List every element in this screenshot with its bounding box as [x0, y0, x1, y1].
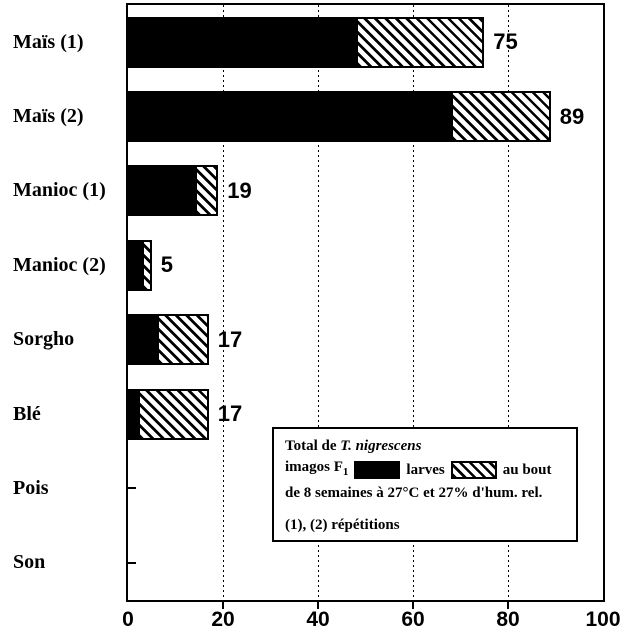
x-axis-tick-60 — [412, 602, 414, 609]
category-label-7: Son — [13, 551, 46, 574]
larves-legend-swatch — [450, 461, 497, 479]
category-label-4: Sorgho — [13, 328, 75, 351]
bar-segment-imagos-3 — [128, 239, 143, 291]
bar-value-label-3: 5 — [160, 252, 173, 278]
category-label-6: Pois — [13, 476, 49, 499]
bar-segment-imagos-4 — [128, 314, 157, 366]
legend-species-name: T. nigrescens — [340, 438, 422, 454]
category-label-1: Maïs (2) — [13, 105, 84, 128]
bar-segment-larves-1 — [451, 91, 551, 143]
bar-row-4 — [128, 314, 209, 366]
x-axis-tick-20 — [222, 602, 224, 609]
y-axis-labels: Maïs (1) Maïs (2) Manioc (1) Manioc (2) Sorg… — [0, 0, 126, 641]
legend-aubout-label: au bout — [502, 461, 552, 478]
bar-segment-larves-0 — [356, 16, 485, 68]
bar-segment-larves-4 — [156, 314, 209, 366]
x-axis-tick-label-80: 80 — [496, 608, 520, 631]
legend-line-2: imagos F1 larves au bout — [285, 457, 568, 483]
bar-row-1 — [128, 91, 551, 143]
gridline-80 — [507, 5, 509, 600]
x-axis-tick-40 — [317, 602, 319, 609]
x-axis-tick-label-60: 60 — [401, 608, 425, 631]
bar-row-0 — [128, 16, 485, 68]
bar-segment-imagos-0 — [128, 16, 356, 68]
x-axis-tick-label-100: 100 — [585, 608, 621, 631]
legend-imagos-label: imagos F1 — [285, 457, 348, 483]
legend-line-3: de 8 semaines à 27°C et 27% d'hum. rel. — [285, 485, 543, 501]
x-axis-tick-label-20: 20 — [211, 608, 235, 631]
bar-segment-larves-3 — [142, 239, 152, 291]
legend-larves-label: larves — [406, 461, 445, 478]
x-axis-tick-label-0: 0 — [122, 608, 134, 631]
bar-value-label-2: 19 — [227, 177, 252, 203]
bar-segment-larves-2 — [194, 165, 219, 217]
legend-imagos-subscript: 1 — [342, 466, 349, 478]
category-label-3: Manioc (2) — [13, 253, 106, 276]
gridline-40 — [317, 5, 319, 600]
bar-segment-imagos-5 — [128, 388, 138, 440]
imagos-legend-swatch — [354, 461, 401, 479]
legend-line-1: Total de T. nigrescens — [285, 436, 568, 457]
gridline-20 — [222, 5, 224, 600]
category-label-2: Manioc (1) — [13, 179, 106, 202]
legend-total-text: Total de — [285, 438, 341, 454]
y-axis-tick-6 — [128, 487, 136, 490]
bar-row-5 — [128, 388, 209, 440]
bar-row-3 — [128, 239, 152, 291]
bar-value-label-0: 75 — [493, 29, 518, 55]
category-label-5: Blé — [13, 402, 41, 425]
legend-imagos-text: imagos F — [285, 459, 343, 475]
x-axis-tick-80 — [507, 602, 509, 609]
bar-value-label-4: 17 — [217, 326, 243, 352]
y-axis-tick-7 — [128, 561, 136, 564]
bar-segment-imagos-1 — [128, 91, 451, 143]
legend-box: Total de T. nigrescens imagos F1 larves … — [272, 427, 578, 542]
bar-segment-imagos-2 — [128, 165, 195, 217]
gridline-60 — [412, 5, 414, 600]
x-axis-tick-label-40: 40 — [306, 608, 330, 631]
bar-segment-larves-5 — [137, 388, 209, 440]
category-label-0: Maïs (1) — [13, 30, 84, 53]
bar-row-2 — [128, 165, 219, 217]
legend-line-4: (1), (2) répétitions — [285, 517, 400, 533]
bar-value-label-5: 17 — [217, 401, 243, 427]
bar-value-label-1: 89 — [559, 103, 585, 129]
